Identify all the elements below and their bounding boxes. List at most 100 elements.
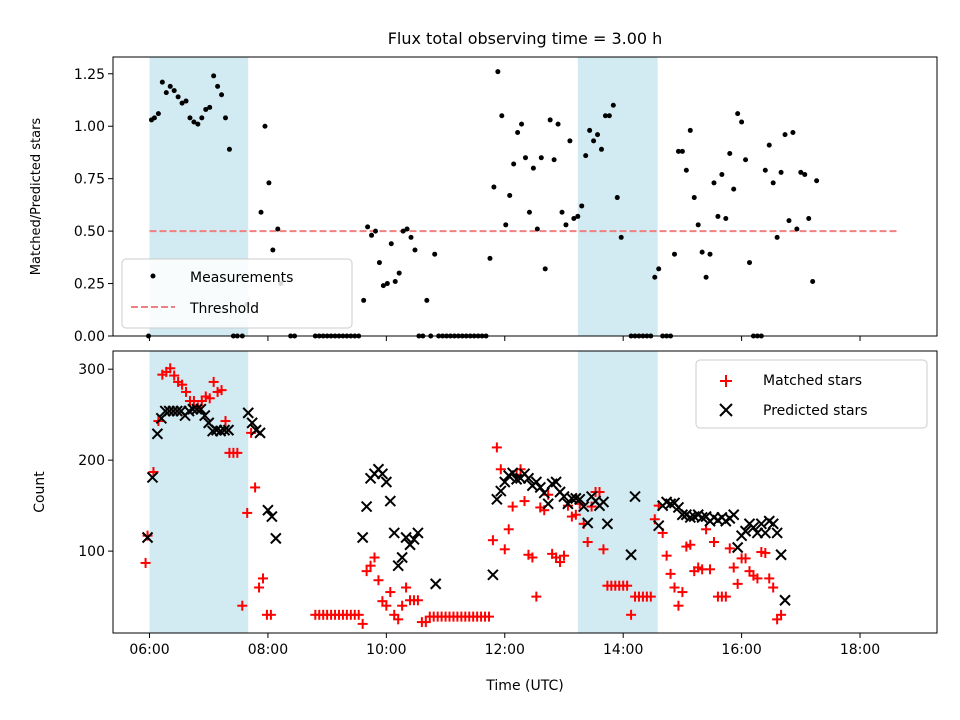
matched-star-point — [401, 582, 412, 593]
matched-star-point — [220, 416, 231, 427]
shaded-span-1 — [149, 351, 249, 633]
matched-star-point — [204, 393, 215, 404]
bottom-xtick-label: 14:00 — [603, 642, 643, 658]
measurement-point — [495, 69, 501, 75]
measurements-series — [146, 69, 820, 339]
measurement-point — [151, 115, 157, 121]
predicted-star-point — [676, 509, 689, 521]
top-ytick-label: 1.00 — [74, 119, 105, 135]
measurement-point — [215, 83, 221, 89]
measurement-point — [432, 251, 438, 257]
matched-star-point — [598, 544, 609, 555]
measurement-point — [542, 266, 548, 272]
measurement-point — [587, 127, 593, 133]
measurement-point — [171, 88, 177, 94]
measurement-point — [538, 155, 544, 161]
measurement-point — [376, 260, 382, 266]
measurement-point — [547, 117, 553, 123]
measurement-point — [522, 155, 528, 161]
measurement-point — [491, 184, 497, 190]
matched-star-point — [491, 442, 502, 453]
top-legend: Measurements Threshold — [121, 258, 353, 329]
measurement-point — [711, 180, 717, 186]
top-ytick-label: 0.75 — [74, 172, 105, 188]
measurement-point — [183, 98, 189, 104]
measurement-point — [384, 281, 390, 287]
matched-stars-series — [140, 363, 787, 629]
matched-star-point — [208, 376, 219, 387]
measurement-point — [614, 195, 620, 201]
measurement-point — [270, 247, 276, 253]
matched-star-point — [365, 560, 376, 571]
measurement-point — [567, 138, 573, 144]
predicted-star-point — [739, 525, 752, 537]
measurement-point — [770, 180, 776, 186]
measurement-point — [707, 251, 713, 257]
measurement-point — [806, 216, 812, 222]
measurement-point — [388, 241, 394, 247]
matched-star-point — [673, 600, 684, 611]
legend-matched-label: Matched stars — [763, 373, 862, 389]
top-shaded-spans — [149, 57, 658, 336]
measurement-point — [275, 226, 281, 232]
predicted-star-point — [429, 578, 442, 590]
predicted-star-point — [530, 476, 543, 488]
top-axis-ticks: 0.00 0.25 0.50 0.75 1.00 1.25 — [74, 67, 861, 345]
measurement-point — [778, 169, 784, 175]
matched-star-point — [685, 539, 696, 550]
measurement-point — [602, 113, 608, 119]
measurement-point — [555, 121, 561, 127]
measurement-point — [424, 297, 430, 303]
matched-star-point — [216, 385, 227, 396]
measurement-point — [691, 195, 697, 201]
matched-star-point — [361, 566, 372, 577]
measurement-point — [575, 213, 581, 219]
bottom-ylabel: Count — [32, 471, 48, 513]
measurement-point — [526, 209, 532, 215]
measurement-point — [762, 167, 768, 173]
predicted-star-point — [412, 527, 424, 539]
measurement-point — [392, 278, 398, 284]
predicted-star-point — [597, 496, 610, 508]
measurements-legend-marker — [150, 273, 156, 279]
matched-star-point — [483, 611, 494, 622]
measurement-point — [790, 130, 796, 136]
measurement-point — [618, 234, 624, 240]
matched-star-point — [393, 614, 404, 625]
shaded-span-2 — [577, 351, 658, 633]
predicted-star-point — [218, 424, 231, 436]
measurement-point — [266, 180, 272, 186]
predicted-star-point — [629, 490, 641, 503]
predicted-star-point — [487, 569, 499, 581]
matched-star-point — [507, 501, 518, 512]
measurement-point — [534, 226, 540, 232]
predicted-star-point — [171, 405, 183, 417]
measurement-point — [766, 142, 772, 148]
bottom-ytick-label: 100 — [78, 544, 105, 560]
bottom-axis-ticks: 100 200 300 06:00 08:00 10:00 12:00 14:00 16:00 1… — [78, 362, 880, 658]
predicted-star-point — [578, 500, 590, 513]
measurement-point — [222, 115, 228, 121]
predicted-star-point — [731, 541, 744, 554]
matched-star-point — [265, 609, 276, 620]
matched-star-point — [503, 524, 514, 535]
measurement-point — [507, 192, 513, 198]
measurement-point — [369, 232, 375, 238]
matched-star-point — [369, 552, 380, 563]
predicted-star-point — [506, 467, 519, 479]
matched-star-point — [728, 562, 739, 573]
measurement-point — [743, 157, 749, 163]
measurement-point — [672, 251, 678, 257]
predicted-star-point — [191, 403, 203, 415]
matched-star-point — [661, 550, 672, 561]
matched-star-point — [142, 530, 153, 541]
measurement-point — [747, 260, 753, 266]
predicted-star-point — [510, 473, 523, 485]
matched-star-point — [558, 550, 569, 561]
predicted-star-point — [499, 476, 511, 488]
matched-star-point — [519, 496, 530, 507]
measurement-point — [731, 186, 737, 192]
predicted-star-point — [141, 531, 154, 544]
predicted-star-point — [601, 518, 614, 530]
predicted-star-point — [775, 549, 787, 561]
